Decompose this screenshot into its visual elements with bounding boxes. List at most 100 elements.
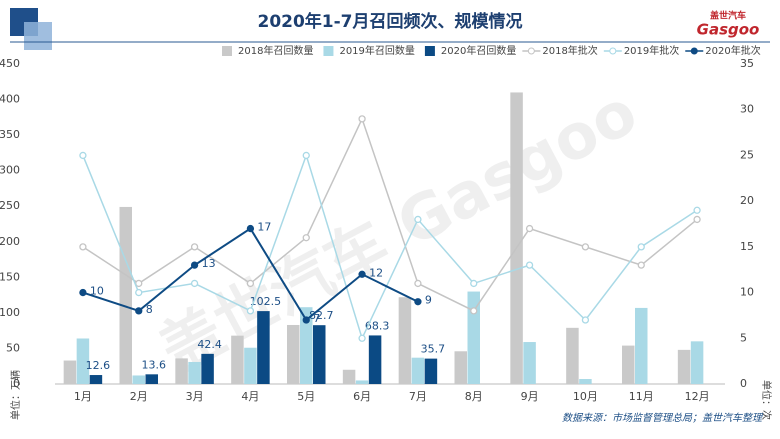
y-tick-label: 300 xyxy=(0,164,20,177)
x-tick-label: 4月 xyxy=(241,390,259,403)
y2-tick-label: 15 xyxy=(740,240,754,253)
bar xyxy=(368,335,382,384)
line-marker xyxy=(246,224,255,233)
legend-swatch xyxy=(222,46,232,56)
line-marker xyxy=(581,316,590,324)
line-marker xyxy=(470,307,478,315)
bar xyxy=(677,349,691,384)
x-tick-label: 2月 xyxy=(130,390,148,403)
x-tick-label: 1月 xyxy=(74,390,92,403)
legend-swatch xyxy=(609,47,617,55)
x-tick-label: 12月 xyxy=(685,390,710,403)
legend-label: 2019年批次 xyxy=(624,44,679,57)
y2-tick-label: 5 xyxy=(740,331,747,344)
line-marker xyxy=(302,234,310,242)
legend-swatch xyxy=(527,47,535,55)
bar xyxy=(287,324,300,384)
data-label: 9 xyxy=(425,294,432,307)
line-marker xyxy=(525,224,534,233)
line-marker xyxy=(693,215,701,224)
bar xyxy=(566,327,579,384)
line-marker xyxy=(246,279,255,288)
y2-tick-label: 20 xyxy=(740,194,754,207)
bar xyxy=(231,335,244,384)
bar xyxy=(579,379,592,384)
legend-label: 2020年批次 xyxy=(705,44,760,57)
data-label: 35.7 xyxy=(421,343,446,356)
y2-tick-label: 30 xyxy=(740,103,754,116)
legend-label: 2020年召回数量 xyxy=(441,44,516,57)
y-axis-label: 单位：万辆 xyxy=(9,370,22,420)
data-label: 12.6 xyxy=(86,359,111,372)
line-marker xyxy=(525,261,534,269)
legend-swatch xyxy=(690,47,698,55)
line xyxy=(82,153,698,341)
x-tick-label: 10月 xyxy=(573,390,598,403)
bar xyxy=(454,351,467,384)
line-marker xyxy=(246,307,255,315)
bar xyxy=(690,341,704,384)
bar xyxy=(132,375,145,384)
line-marker xyxy=(637,243,645,251)
line-marker xyxy=(190,279,199,288)
y-tick-label: 150 xyxy=(0,270,20,283)
bar xyxy=(175,358,188,384)
y-tick-label: 350 xyxy=(0,128,20,141)
bar xyxy=(635,307,648,384)
line-marker xyxy=(581,243,590,251)
data-label: 12 xyxy=(369,266,383,279)
logo-cn: 盖世汽车 xyxy=(710,10,746,22)
bar xyxy=(244,347,257,384)
bar xyxy=(119,206,132,384)
data-label: 8 xyxy=(146,303,153,316)
line-marker xyxy=(302,316,310,324)
legend-swatch xyxy=(323,46,334,56)
data-label: 10 xyxy=(90,285,104,298)
line-marker xyxy=(190,261,199,269)
x-tick-label: 11月 xyxy=(629,390,654,403)
data-label: 68.3 xyxy=(365,319,390,332)
line-marker xyxy=(190,243,199,251)
y-tick-label: 200 xyxy=(0,235,20,248)
logo-en: Gasgoo xyxy=(697,21,760,39)
line-marker xyxy=(414,215,422,224)
bar xyxy=(467,291,480,384)
line-marker xyxy=(135,307,143,315)
bar xyxy=(355,380,369,384)
y-tick-label: 50 xyxy=(6,341,20,354)
bar xyxy=(188,361,201,384)
bar xyxy=(201,353,214,384)
bar xyxy=(313,325,326,384)
data-label: 7 xyxy=(313,312,320,325)
chart-title: 2020年1-7月召回频次、规模情况 xyxy=(257,11,522,32)
line-marker xyxy=(414,279,422,288)
line-marker xyxy=(637,261,645,269)
line-marker xyxy=(358,334,366,342)
bar xyxy=(622,345,635,384)
bar xyxy=(523,342,536,384)
x-tick-label: 6月 xyxy=(353,390,371,403)
data-label: 13.6 xyxy=(142,358,167,371)
line-marker xyxy=(79,151,87,160)
x-tick-label: 8月 xyxy=(465,390,483,403)
bar xyxy=(89,375,103,384)
line-marker xyxy=(79,243,87,251)
y-tick-label: 400 xyxy=(0,93,20,106)
data-label: 17 xyxy=(257,221,271,234)
y2-tick-label: 35 xyxy=(740,57,754,70)
x-tick-label: 3月 xyxy=(186,390,204,403)
line-marker xyxy=(470,279,478,288)
bar xyxy=(300,307,313,384)
line-marker xyxy=(358,270,366,278)
source: 数据来源：市场监督管理总局；盖世汽车整理 xyxy=(562,412,764,424)
data-label: 42.4 xyxy=(197,338,222,351)
line-marker xyxy=(414,298,422,306)
y2-tick-label: 10 xyxy=(740,286,754,299)
legend-swatch xyxy=(424,46,435,56)
legend-label: 2018年批次 xyxy=(542,44,597,57)
x-tick-label: 9月 xyxy=(521,390,539,403)
line-marker xyxy=(135,288,143,297)
line-marker xyxy=(358,115,366,123)
legend-label: 2019年召回数量 xyxy=(339,44,414,57)
